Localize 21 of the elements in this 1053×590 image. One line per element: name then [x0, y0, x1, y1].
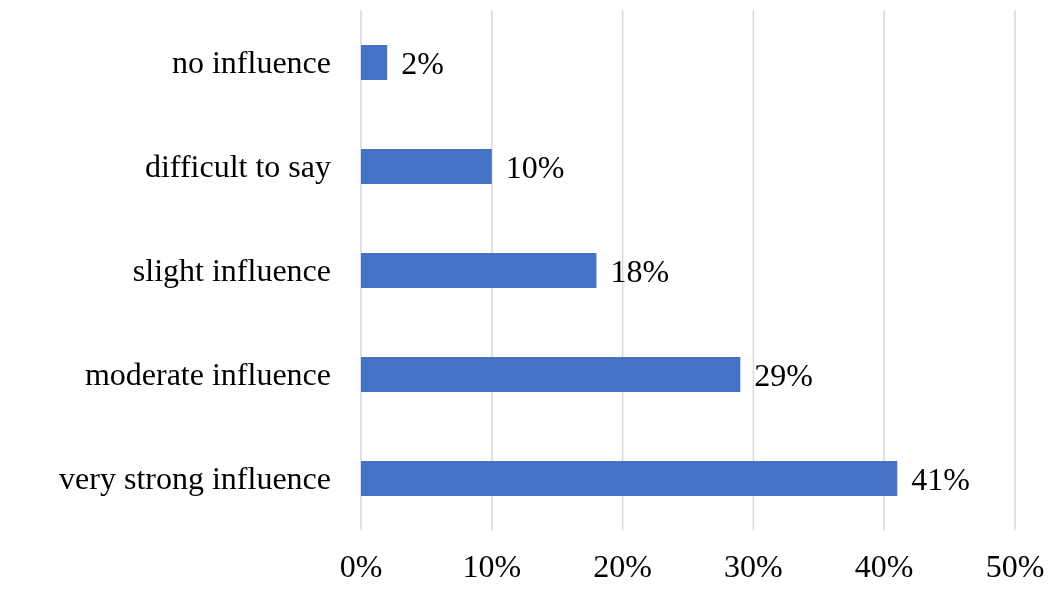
y-tick-label: no influence [171, 44, 331, 81]
data-label: 41% [911, 460, 970, 497]
x-tick-label: 20% [593, 547, 652, 584]
bar [361, 357, 741, 392]
x-tick-label: 10% [462, 547, 522, 584]
y-tick-label: difficult to say [144, 148, 331, 185]
data-label: 2% [401, 44, 444, 81]
bar [361, 253, 597, 288]
data-label: 10% [505, 148, 565, 185]
data-label: 18% [610, 252, 670, 289]
x-tick-label: 0% [339, 547, 383, 584]
x-tick-label: 40% [854, 547, 914, 584]
bar [361, 45, 388, 80]
y-tick-label: slight influence [132, 252, 331, 289]
x-tick-label: 50% [985, 547, 1045, 584]
bar [361, 149, 492, 184]
x-tick-label: 30% [724, 547, 783, 584]
y-tick-label: very strong influence [59, 460, 331, 497]
y-tick-label: moderate influence [84, 356, 331, 393]
bar [361, 461, 898, 496]
data-label: 29% [754, 356, 813, 393]
